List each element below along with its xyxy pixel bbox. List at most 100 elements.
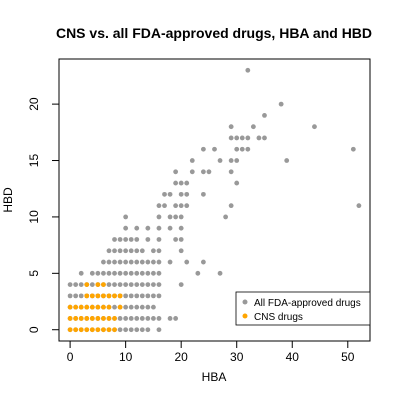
point-all-fda bbox=[229, 158, 234, 163]
point-all-fda bbox=[151, 271, 156, 276]
point-all-fda bbox=[157, 293, 162, 298]
point-all-fda bbox=[168, 260, 173, 265]
point-all-fda bbox=[140, 248, 145, 253]
point-all-fda bbox=[112, 305, 117, 310]
point-all-fda bbox=[79, 293, 84, 298]
point-all-fda bbox=[140, 327, 145, 332]
point-all-fda bbox=[157, 248, 162, 253]
point-all-fda bbox=[90, 282, 95, 287]
point-all-fda bbox=[107, 260, 112, 265]
point-all-fda bbox=[134, 327, 139, 332]
point-cns bbox=[90, 327, 95, 332]
point-all-fda bbox=[73, 293, 78, 298]
point-all-fda bbox=[162, 192, 167, 197]
point-cns bbox=[79, 327, 84, 332]
point-cns bbox=[95, 316, 100, 321]
point-all-fda bbox=[173, 215, 178, 220]
point-all-fda bbox=[201, 169, 206, 174]
point-cns bbox=[73, 327, 78, 332]
point-all-fda bbox=[118, 271, 123, 276]
point-cns bbox=[73, 316, 78, 321]
point-cns bbox=[101, 282, 106, 287]
point-all-fda bbox=[240, 136, 245, 141]
point-all-fda bbox=[229, 203, 234, 208]
point-all-fda bbox=[284, 158, 289, 163]
point-all-fda bbox=[140, 282, 145, 287]
point-all-fda bbox=[207, 169, 212, 174]
point-all-fda bbox=[190, 169, 195, 174]
y-tick-label: 5 bbox=[27, 270, 41, 277]
point-all-fda bbox=[184, 203, 189, 208]
point-all-fda bbox=[118, 237, 123, 242]
point-all-fda bbox=[173, 316, 178, 321]
point-cns bbox=[118, 293, 123, 298]
point-all-fda bbox=[129, 271, 134, 276]
point-all-fda bbox=[145, 327, 150, 332]
point-all-fda bbox=[107, 282, 112, 287]
point-all-fda bbox=[157, 226, 162, 231]
point-all-fda bbox=[145, 237, 150, 242]
point-all-fda bbox=[151, 293, 156, 298]
point-all-fda bbox=[251, 124, 256, 129]
point-all-fda bbox=[95, 271, 100, 276]
point-cns bbox=[112, 293, 117, 298]
point-cns bbox=[84, 293, 89, 298]
point-all-fda bbox=[157, 271, 162, 276]
point-cns bbox=[84, 282, 89, 287]
point-all-fda bbox=[173, 181, 178, 186]
point-all-fda bbox=[134, 282, 139, 287]
legend-label-all-fda: All FDA-approved drugs bbox=[254, 298, 361, 309]
x-tick-label: 20 bbox=[174, 350, 188, 364]
legend-marker-cns bbox=[243, 314, 248, 319]
point-all-fda bbox=[229, 169, 234, 174]
point-cns bbox=[90, 305, 95, 310]
point-all-fda bbox=[195, 271, 200, 276]
point-all-fda bbox=[134, 271, 139, 276]
point-all-fda bbox=[79, 282, 84, 287]
point-all-fda bbox=[229, 124, 234, 129]
point-all-fda bbox=[118, 248, 123, 253]
point-cns bbox=[107, 305, 112, 310]
point-all-fda bbox=[90, 271, 95, 276]
point-all-fda bbox=[179, 192, 184, 197]
point-all-fda bbox=[145, 260, 150, 265]
point-cns bbox=[79, 305, 84, 310]
point-cns bbox=[84, 327, 89, 332]
point-all-fda bbox=[312, 124, 317, 129]
point-all-fda bbox=[245, 136, 250, 141]
y-tick-label: 15 bbox=[27, 154, 41, 168]
point-all-fda bbox=[173, 237, 178, 242]
point-all-fda bbox=[123, 282, 128, 287]
point-all-fda bbox=[351, 147, 356, 152]
point-all-fda bbox=[356, 203, 361, 208]
x-tick-label: 0 bbox=[67, 350, 74, 364]
point-all-fda bbox=[129, 248, 134, 253]
point-all-fda bbox=[262, 136, 267, 141]
x-axis-label: HBA bbox=[202, 370, 227, 384]
point-cns bbox=[84, 316, 89, 321]
point-cns bbox=[95, 293, 100, 298]
point-all-fda bbox=[179, 181, 184, 186]
point-cns bbox=[101, 316, 106, 321]
point-all-fda bbox=[229, 136, 234, 141]
point-all-fda bbox=[112, 282, 117, 287]
point-all-fda bbox=[157, 282, 162, 287]
x-tick-label: 40 bbox=[286, 350, 300, 364]
point-all-fda bbox=[123, 237, 128, 242]
point-cns bbox=[101, 327, 106, 332]
point-all-fda bbox=[112, 260, 117, 265]
point-all-fda bbox=[107, 248, 112, 253]
point-all-fda bbox=[129, 293, 134, 298]
point-all-fda bbox=[157, 260, 162, 265]
x-tick-label: 30 bbox=[230, 350, 244, 364]
point-all-fda bbox=[157, 327, 162, 332]
point-all-fda bbox=[151, 248, 156, 253]
point-all-fda bbox=[118, 316, 123, 321]
legend-label-cns: CNS drugs bbox=[254, 312, 303, 323]
point-all-fda bbox=[151, 316, 156, 321]
point-all-fda bbox=[201, 260, 206, 265]
point-all-fda bbox=[123, 226, 128, 231]
point-all-fda bbox=[118, 260, 123, 265]
point-all-fda bbox=[123, 316, 128, 321]
y-tick-label: 0 bbox=[27, 326, 41, 333]
